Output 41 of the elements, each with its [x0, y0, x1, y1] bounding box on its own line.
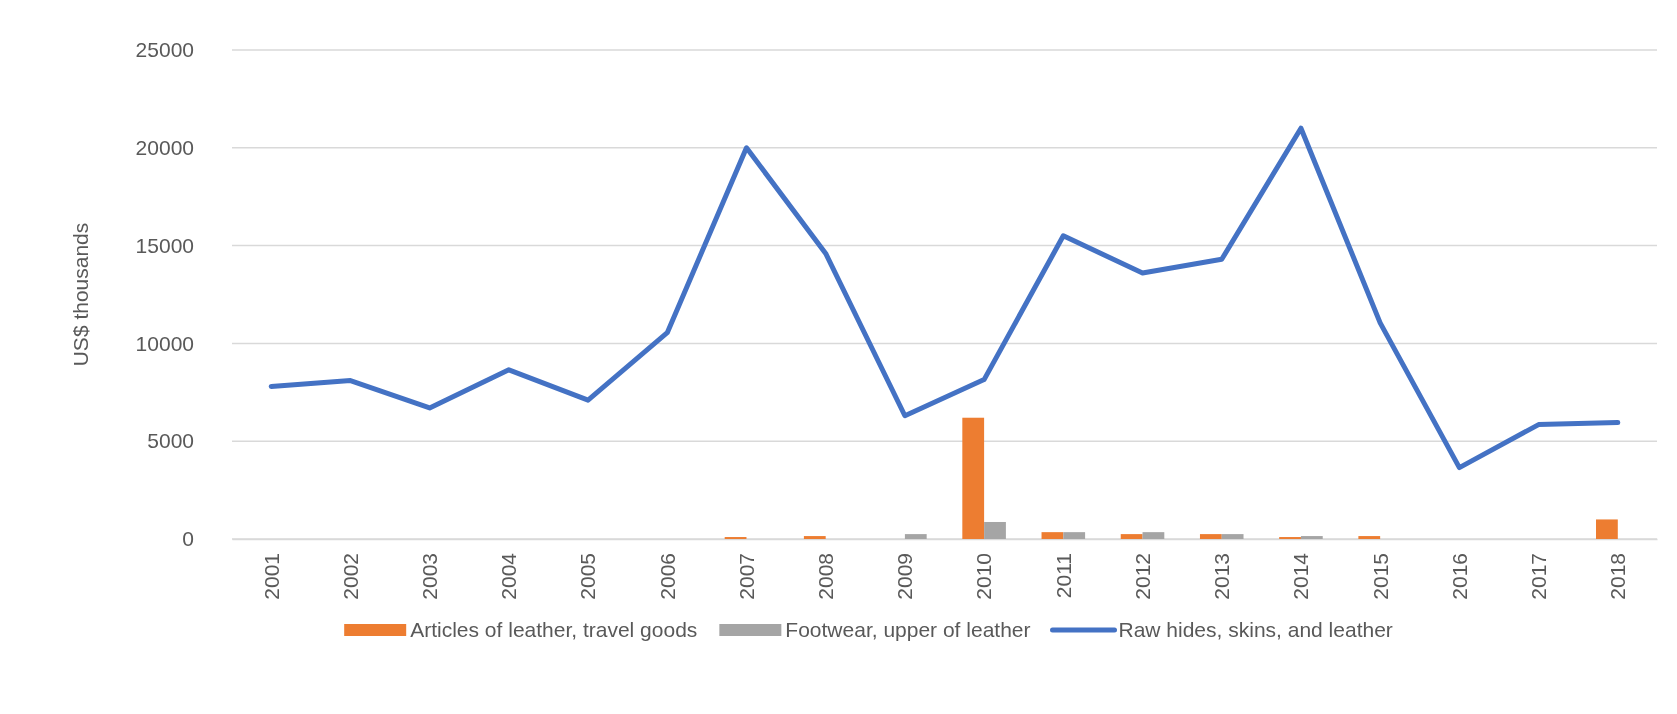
x-tick-label: 2003	[417, 553, 441, 600]
x-tick-label: 2005	[576, 553, 600, 600]
legend-label: Articles of leather, travel goods	[410, 618, 698, 642]
x-tick-label: 2017	[1526, 553, 1550, 600]
bar	[1120, 534, 1143, 539]
x-tick-label: 2010	[972, 553, 996, 600]
x-tick-label: 2009	[893, 553, 917, 600]
y-tick-label: 5000	[147, 429, 194, 453]
bar	[1358, 536, 1381, 539]
y-tick-label: 20000	[135, 136, 194, 160]
bar	[904, 534, 927, 539]
x-tick-label: 2012	[1130, 553, 1154, 600]
bar	[1596, 519, 1618, 539]
bar	[962, 417, 985, 539]
legend-label: Footwear, upper of leather	[785, 618, 1031, 642]
y-tick-label: 10000	[135, 331, 194, 355]
x-tick-label: 2002	[338, 553, 362, 600]
x-tick-label: 2015	[1368, 553, 1392, 600]
bar	[1142, 532, 1165, 539]
bar	[1300, 536, 1323, 539]
bar	[1221, 534, 1244, 539]
x-tick-label: 2007	[734, 553, 758, 600]
y-axis-title: US$ thousands	[69, 222, 92, 367]
y-tick-label: 15000	[135, 233, 194, 257]
y-tick-label: 0	[182, 527, 194, 551]
bar	[803, 536, 826, 539]
legend-label: Raw hides, skins, and leather	[1118, 618, 1393, 642]
x-tick-label: 2011	[1051, 553, 1075, 599]
bar	[1063, 532, 1086, 539]
x-tick-label: 2014	[1289, 552, 1313, 600]
bar	[1199, 534, 1222, 539]
x-tick-label: 2001	[259, 553, 283, 600]
bar	[1041, 532, 1064, 539]
x-tick-label: 2006	[655, 553, 679, 600]
x-tick-label: 2016	[1447, 553, 1471, 600]
x-tick-label: 2008	[814, 553, 838, 600]
x-tick-label: 2004	[497, 552, 521, 600]
x-tick-label: 2013	[1210, 553, 1234, 600]
bar	[984, 521, 1006, 539]
y-tick-label: 25000	[135, 38, 194, 62]
x-tick-label: 2018	[1606, 553, 1630, 600]
